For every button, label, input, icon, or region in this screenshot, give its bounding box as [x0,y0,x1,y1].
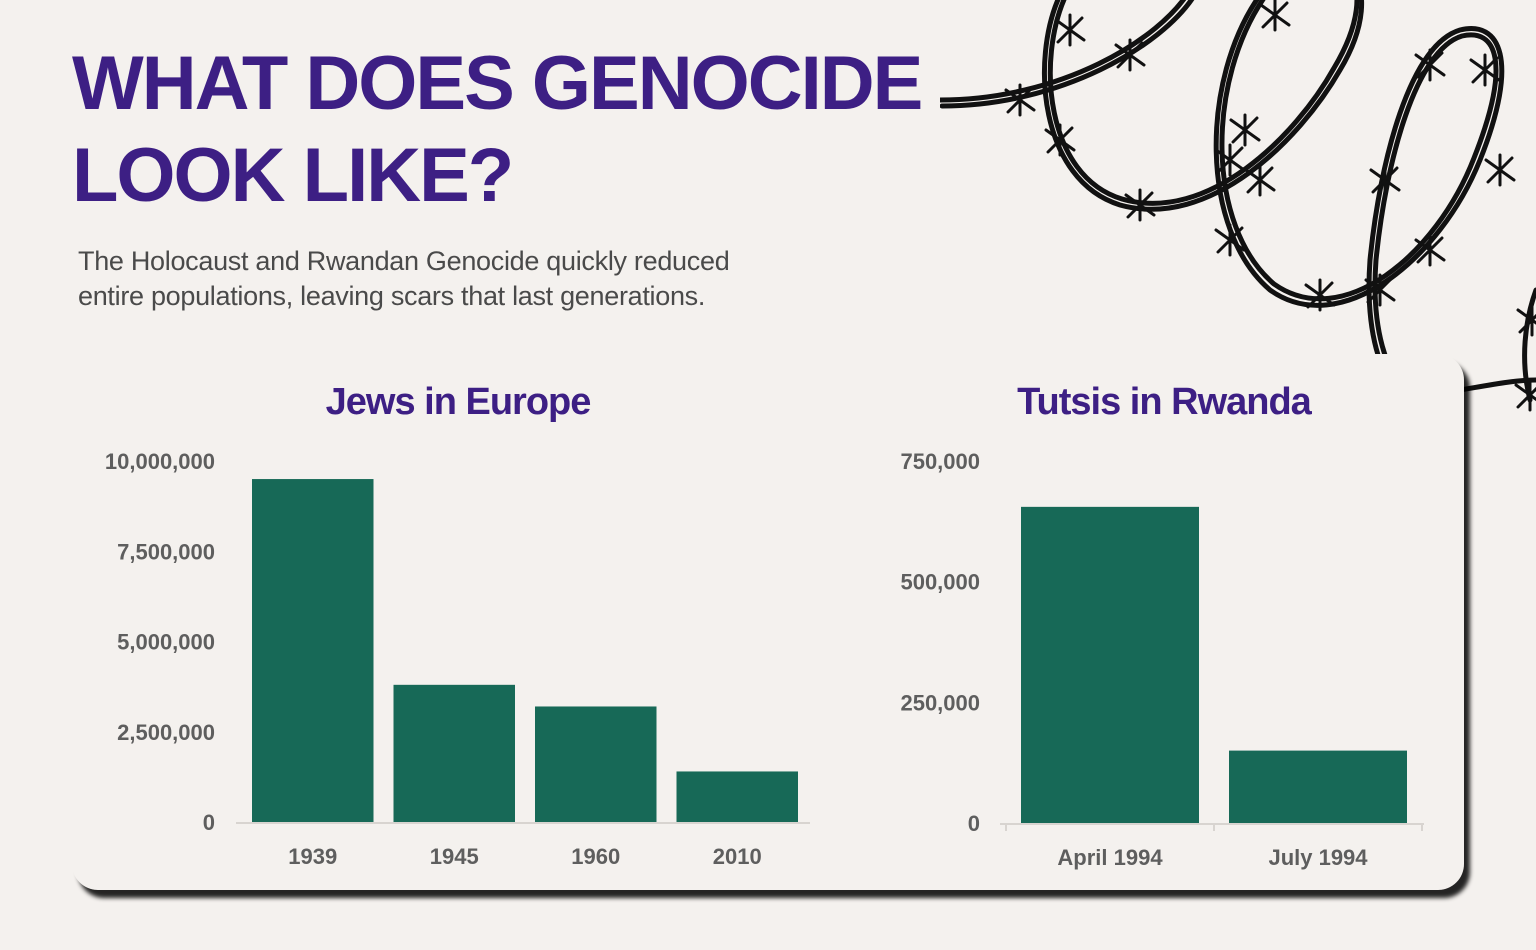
bar-2010 [676,771,798,822]
y-tick-label: 7,500,000 [117,539,215,564]
page-subtitle-line-2: entire populations, leaving scars that l… [78,281,706,311]
chart-tutsis-in-rwanda: Tutsis in Rwanda 0250,000500,000750,000 … [900,381,1424,870]
y-tick-label: 0 [203,810,215,835]
chart-title-jews-in-europe: Jews in Europe [326,381,591,423]
page-title-line-1: WHAT DOES GENOCIDE [72,41,923,126]
x-tick-label: 2010 [713,844,762,869]
y-tick-label: 0 [968,811,980,836]
page-title-line-2: LOOK LIKE? [72,133,514,218]
page-subtitle-line-1: The Holocaust and Rwandan Genocide quick… [78,246,730,276]
bar-july-1994 [1229,750,1407,823]
x-tick-label: 1945 [430,844,479,869]
x-tick-label: 1960 [571,844,620,869]
y-tick-label: 2,500,000 [117,720,215,745]
x-tick-label: July 1994 [1268,845,1368,870]
page-title: WHAT DOES GENOCIDE LOOK LIKE? [72,38,972,222]
x-tick-label: April 1994 [1057,845,1163,870]
bar-1945 [393,684,515,822]
y-tick-label: 10,000,000 [105,449,215,474]
y-tick-label: 5,000,000 [117,630,215,655]
page-subtitle: The Holocaust and Rwandan Genocide quick… [78,244,798,314]
x-tick-label: 1939 [288,844,337,869]
chart-jews-in-europe: Jews in Europe 0 2,500,000 5,000,000 7,500,… [105,381,810,869]
bar-april-1994 [1021,506,1199,823]
chart-title-tutsis-in-rwanda: Tutsis in Rwanda [1017,381,1313,423]
bar-1960 [535,706,657,822]
y-tick-label: 750,000 [900,449,980,474]
y-tick-label: 250,000 [900,690,980,715]
chart-card: Jews in Europe 0 2,500,000 5,000,000 7,500,… [72,354,1464,890]
charts-svg: Jews in Europe 0 2,500,000 5,000,000 7,500,… [105,381,1424,870]
bar-1939 [252,479,374,822]
barbed-wire-icon [940,0,1536,412]
y-tick-label: 500,000 [900,570,980,595]
